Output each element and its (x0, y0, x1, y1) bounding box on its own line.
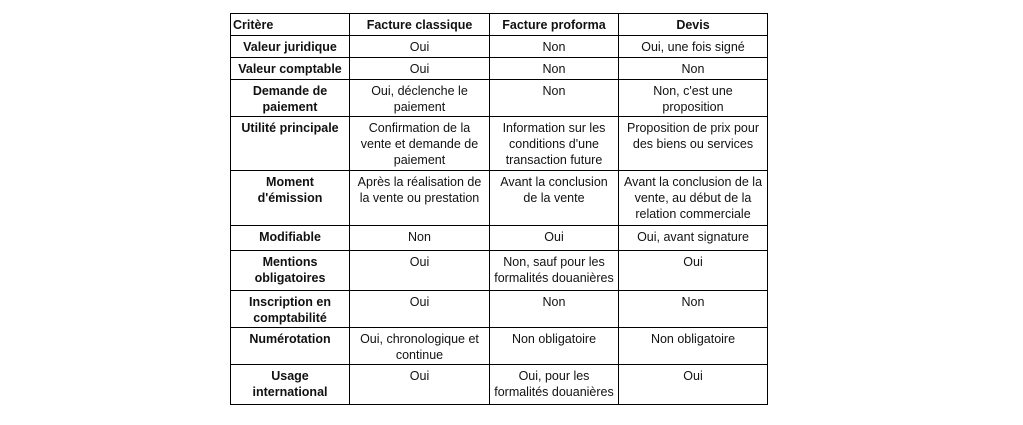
value-cell: Oui (349, 364, 490, 405)
value-cell: Non (618, 290, 768, 328)
table-row: Modifiable Non Oui Oui, avant signature (230, 225, 768, 251)
value-cell: Oui, une fois signé (618, 35, 768, 58)
value-cell: Non (618, 57, 768, 80)
value-cell: Avant la conclusion de la vente, au débu… (618, 170, 768, 226)
table-row: Moment d'émission Après la réalisation de… (230, 170, 768, 226)
value-cell: Non (489, 79, 619, 117)
value-cell: Oui (618, 250, 768, 291)
value-cell: Non, sauf pour les formalités douanières (489, 250, 619, 291)
criterion-cell: Valeur comptable (230, 57, 350, 80)
value-cell: Non (349, 225, 490, 251)
header-cell: Facture classique (349, 13, 490, 36)
criterion-cell: Mentions obligatoires (230, 250, 350, 291)
value-cell: Oui (349, 35, 490, 58)
criterion-cell: Usage international (230, 364, 350, 405)
criterion-cell: Inscription en comptabilité (230, 290, 350, 328)
table-row: Inscription en comptabilité Oui Non Non (230, 290, 768, 328)
value-cell: Oui (349, 57, 490, 80)
table-row: Valeur juridique Oui Non Oui, une fois sign… (230, 35, 768, 58)
table-row: Valeur comptable Oui Non Non (230, 57, 768, 80)
comparison-table: Critère Facture classique Facture profor… (230, 13, 768, 405)
criterion-cell: Valeur juridique (230, 35, 350, 58)
table-row: Demande de paiement Oui, déclenche le pai… (230, 79, 768, 117)
value-cell: Après la réalisation de la vente ou pres… (349, 170, 490, 226)
header-cell: Facture proforma (489, 13, 619, 36)
header-cell: Critère (230, 13, 350, 36)
value-cell: Oui (618, 364, 768, 405)
criterion-cell: Numérotation (230, 327, 350, 365)
criterion-cell: Modifiable (230, 225, 350, 251)
value-cell: Avant la conclusion de la vente (489, 170, 619, 226)
value-cell: Information sur les conditions d'une tra… (489, 116, 619, 171)
value-cell: Oui, chronologique et continue (349, 327, 490, 365)
value-cell: Oui (489, 225, 619, 251)
value-cell: Oui, pour les formalités douanières (489, 364, 619, 405)
header-row: Critère Facture classique Facture profor… (230, 13, 768, 36)
table-row: Numérotation Oui, chronologique et contin… (230, 327, 768, 365)
value-cell: Oui, avant signature (618, 225, 768, 251)
table-row: Mentions obligatoires Oui Non, sauf pour l… (230, 250, 768, 291)
value-cell: Confirmation de la vente et demande de p… (349, 116, 490, 171)
value-cell: Non obligatoire (489, 327, 619, 365)
value-cell: Proposition de prix pour des biens ou se… (618, 116, 768, 171)
value-cell: Oui (349, 250, 490, 291)
value-cell: Oui, déclenche le paiement (349, 79, 490, 117)
value-cell: Non, c'est une proposition (618, 79, 768, 117)
table-row: Usage international Oui Oui, pour les form… (230, 364, 768, 405)
value-cell: Non (489, 290, 619, 328)
criterion-cell: Utilité principale (230, 116, 350, 171)
table-row: Utilité principale Confirmation de la ven… (230, 116, 768, 171)
criterion-cell: Moment d'émission (230, 170, 350, 226)
value-cell: Non obligatoire (618, 327, 768, 365)
header-cell: Devis (618, 13, 768, 36)
value-cell: Oui (349, 290, 490, 328)
criterion-cell: Demande de paiement (230, 79, 350, 117)
value-cell: Non (489, 35, 619, 58)
value-cell: Non (489, 57, 619, 80)
